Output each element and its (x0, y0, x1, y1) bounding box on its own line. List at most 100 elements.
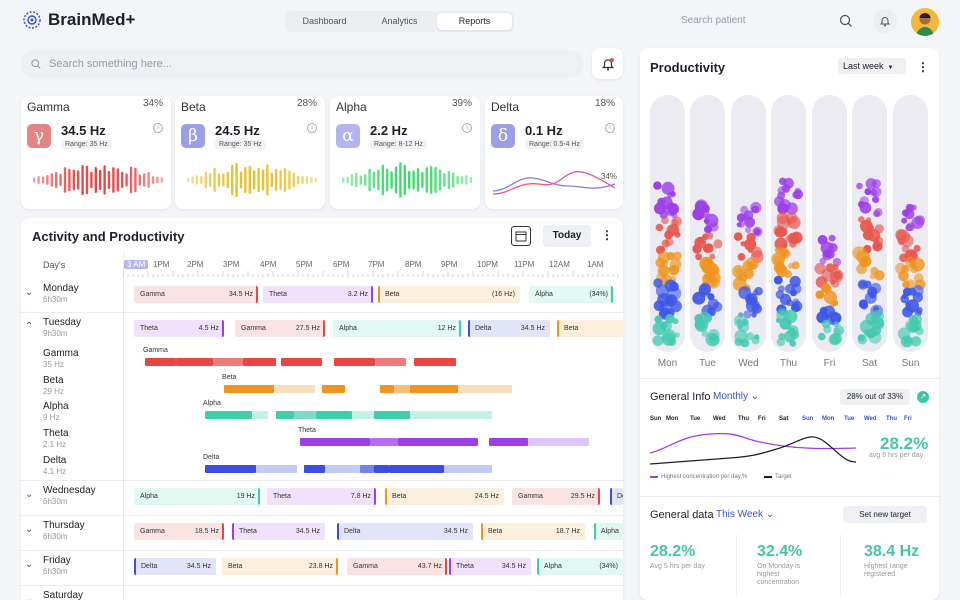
activity-pill[interactable]: Delta 34.5 Hz (468, 320, 550, 337)
more-menu-icon[interactable]: ⋮ (917, 60, 929, 74)
tab-reports[interactable]: Reports (437, 13, 512, 30)
timeline-segment[interactable] (304, 465, 325, 473)
activity-pill[interactable]: Alpha (34%) (537, 558, 623, 575)
detail-wave-name: Gamma (43, 348, 79, 359)
activity-pill[interactable]: Gamma 27.5 Hz (235, 320, 325, 337)
timeline-segment[interactable] (528, 438, 589, 446)
activity-pill[interactable]: Beta (16 Hz) (378, 286, 520, 303)
timeline-segment[interactable] (375, 358, 406, 366)
timeline-segment[interactable] (213, 358, 243, 366)
info-icon[interactable]: i (153, 123, 163, 133)
timeline-segment[interactable] (252, 411, 268, 419)
activity-pill[interactable]: Gamma 34.5 Hz (134, 286, 258, 303)
patient-search-input[interactable]: Search patient (681, 15, 746, 26)
logo[interactable]: BrainMed+ (22, 10, 135, 30)
activity-pill[interactable]: Theta 7.8 Hz (267, 488, 376, 505)
timeline-segment[interactable] (374, 411, 410, 419)
activity-pill[interactable]: Beta (557, 320, 623, 337)
timeline-segment[interactable] (294, 411, 316, 419)
activity-pill[interactable]: Theta 4.5 Hz (134, 320, 224, 337)
timeline-segment[interactable] (256, 465, 297, 473)
general-data-period[interactable]: This Week ⌄ (716, 509, 774, 520)
info-icon[interactable]: i (605, 123, 615, 133)
wave-card-alpha[interactable]: Alpha 39% α 2.2 Hz Range: 8-12 Hz i (330, 96, 480, 209)
timeline-segment[interactable] (300, 438, 370, 446)
productivity-dot (906, 222, 916, 232)
timeline-segment[interactable] (334, 358, 375, 366)
general-info-period[interactable]: Monthly ⌄ (713, 391, 759, 402)
timeline-segment[interactable] (389, 465, 444, 473)
set-target-button[interactable]: Set new target (843, 506, 927, 523)
timeline-segment[interactable] (274, 385, 315, 393)
timeline-segment[interactable] (243, 358, 276, 366)
avatar[interactable] (911, 8, 939, 36)
wave-card-beta[interactable]: Beta 28% β 24.5 Hz Range: 35 Hz i (175, 96, 325, 209)
timeline-segment[interactable] (224, 385, 274, 393)
activity-pill[interactable]: Theta 34.5 Hz (232, 523, 325, 540)
calendar-button[interactable] (511, 226, 531, 246)
tab-analytics[interactable]: Analytics (381, 16, 418, 26)
timeline-segment[interactable] (205, 465, 256, 473)
timeline-segment[interactable] (489, 438, 528, 446)
timeline-segment[interactable] (414, 358, 456, 366)
chevron-down-icon[interactable]: ⌄ (25, 489, 34, 500)
activity-pill[interactable]: Delta 34.5 Hz (134, 558, 216, 575)
timeline-segment[interactable] (410, 411, 492, 419)
activity-pill[interactable]: Alpha (594, 523, 623, 540)
timeline-segment[interactable] (276, 411, 294, 419)
info-icon[interactable]: i (462, 123, 472, 133)
today-button[interactable]: Today (543, 225, 591, 247)
notifications-button[interactable] (873, 9, 897, 33)
timeline-segment[interactable] (398, 438, 478, 446)
search-icon[interactable] (838, 13, 854, 29)
activity-pill[interactable]: Gamma 29.5 Hz (512, 488, 600, 505)
timeline-segment[interactable] (145, 358, 176, 366)
activity-pill[interactable]: Alpha 19 Hz (134, 488, 260, 505)
arrow-up-icon[interactable]: ↗ (917, 391, 929, 403)
waveform-bar (213, 167, 216, 193)
tab-dashboard[interactable]: Dashboard (302, 16, 347, 26)
timeline-segment[interactable] (444, 465, 492, 473)
wave-card-delta[interactable]: Delta 18% δ 0.1 Hz Range: 0.5-4 Hz i 34% (485, 96, 623, 209)
timeline-segment[interactable] (394, 385, 410, 393)
timeline-segment[interactable] (458, 385, 512, 393)
chevron-down-icon[interactable]: ⌄ (25, 524, 34, 535)
activity-pill[interactable]: Beta 24.5 Hz (385, 488, 504, 505)
activity-pill[interactable]: Delta 34.5 Hz (337, 523, 473, 540)
search-input[interactable] (49, 58, 549, 70)
timeline-segment[interactable] (360, 465, 374, 473)
timeline-segment[interactable] (352, 411, 374, 419)
activity-pill[interactable]: Beta 23.8 Hz (222, 558, 338, 575)
info-icon[interactable]: i (307, 123, 317, 133)
activity-pill[interactable]: Beta 18.7 Hz (481, 523, 585, 540)
activity-pill[interactable]: De (610, 488, 623, 505)
bell-icon (879, 17, 891, 27)
pill-label: Beta (228, 563, 243, 570)
chevron-down-icon[interactable]: ⌄ (25, 594, 34, 600)
alerts-button[interactable] (592, 48, 623, 79)
timeline-segment[interactable] (281, 358, 322, 366)
range-select[interactable]: Last week ▼ (838, 58, 906, 74)
activity-pill[interactable]: Gamma 43.7 Hz (347, 558, 447, 575)
wave-card-gamma[interactable]: Gamma 34% γ 34.5 Hz Range: 35 Hz i (21, 96, 171, 209)
chevron-up-icon[interactable]: ⌃ (25, 321, 34, 332)
activity-pill[interactable]: Gamma 18.5 Hz (134, 523, 224, 540)
activity-pill[interactable]: Theta 3.2 Hz (263, 286, 373, 303)
timeline-segment[interactable] (325, 465, 360, 473)
waveform-bar (90, 171, 93, 189)
timeline-segment[interactable] (322, 385, 345, 393)
activity-pill[interactable]: Alpha 12 Hz (333, 320, 461, 337)
activity-pill[interactable]: Theta 34.5 Hz (449, 558, 531, 575)
timeline-segment[interactable] (316, 411, 352, 419)
pill-value: 3.2 Hz (347, 291, 368, 298)
timeline-segment[interactable] (380, 385, 394, 393)
timeline-segment[interactable] (374, 465, 389, 473)
chevron-down-icon[interactable]: ⌄ (25, 559, 34, 570)
timeline-segment[interactable] (205, 411, 252, 419)
timeline-segment[interactable] (176, 358, 213, 366)
chevron-down-icon[interactable]: ⌄ (25, 287, 34, 298)
timeline-segment[interactable] (370, 438, 398, 446)
more-menu-icon[interactable]: ⋮ (601, 228, 613, 242)
timeline-segment[interactable] (410, 385, 458, 393)
activity-pill[interactable]: Alpha (34%) (529, 286, 613, 303)
